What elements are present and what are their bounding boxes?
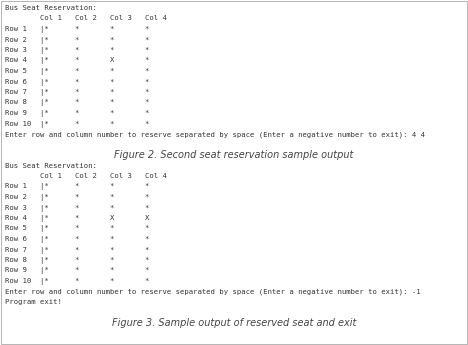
Text: Row 8   |*      *       *       *: Row 8 |* * * * <box>5 257 149 264</box>
Text: Figure 2. Second seat reservation sample output: Figure 2. Second seat reservation sample… <box>114 149 354 159</box>
Text: Row 1   |*      *       *       *: Row 1 |* * * * <box>5 26 149 33</box>
Text: Row 8   |*      *       *       *: Row 8 |* * * * <box>5 99 149 107</box>
Text: Row 4   |*      *       X       X: Row 4 |* * X X <box>5 215 149 222</box>
Text: Figure 3. Sample output of reserved seat and exit: Figure 3. Sample output of reserved seat… <box>112 317 356 327</box>
Text: Bus Seat Reservation:: Bus Seat Reservation: <box>5 162 97 168</box>
Text: Row 10  |*      *       *       *: Row 10 |* * * * <box>5 278 149 285</box>
Text: Row 2   |*      *       *       *: Row 2 |* * * * <box>5 37 149 43</box>
Text: Row 9   |*      *       *       *: Row 9 |* * * * <box>5 110 149 117</box>
Text: Enter row and column number to reserve separated by space (Enter a negative numb: Enter row and column number to reserve s… <box>5 288 421 295</box>
Text: Bus Seat Reservation:: Bus Seat Reservation: <box>5 5 97 11</box>
Text: Row 3   |*      *       *       *: Row 3 |* * * * <box>5 205 149 211</box>
Text: Row 4   |*      *       X       *: Row 4 |* * X * <box>5 58 149 65</box>
Text: Row 7   |*      *       *       *: Row 7 |* * * * <box>5 246 149 254</box>
Text: Program exit!: Program exit! <box>5 299 62 305</box>
Text: Col 1   Col 2   Col 3   Col 4: Col 1 Col 2 Col 3 Col 4 <box>5 16 167 21</box>
Text: Row 6   |*      *       *       *: Row 6 |* * * * <box>5 236 149 243</box>
Text: Row 3   |*      *       *       *: Row 3 |* * * * <box>5 47 149 54</box>
Text: Row 5   |*      *       *       *: Row 5 |* * * * <box>5 226 149 233</box>
Text: Row 2   |*      *       *       *: Row 2 |* * * * <box>5 194 149 201</box>
Text: Enter row and column number to reserve separated by space (Enter a negative numb: Enter row and column number to reserve s… <box>5 131 425 138</box>
Text: Row 10  |*      *       *       *: Row 10 |* * * * <box>5 120 149 128</box>
Text: Row 7   |*      *       *       *: Row 7 |* * * * <box>5 89 149 96</box>
Text: Row 1   |*      *       *       *: Row 1 |* * * * <box>5 184 149 190</box>
Text: Row 9   |*      *       *       *: Row 9 |* * * * <box>5 267 149 275</box>
Text: Col 1   Col 2   Col 3   Col 4: Col 1 Col 2 Col 3 Col 4 <box>5 173 167 179</box>
Text: Row 6   |*      *       *       *: Row 6 |* * * * <box>5 79 149 86</box>
Text: Row 5   |*      *       *       *: Row 5 |* * * * <box>5 68 149 75</box>
